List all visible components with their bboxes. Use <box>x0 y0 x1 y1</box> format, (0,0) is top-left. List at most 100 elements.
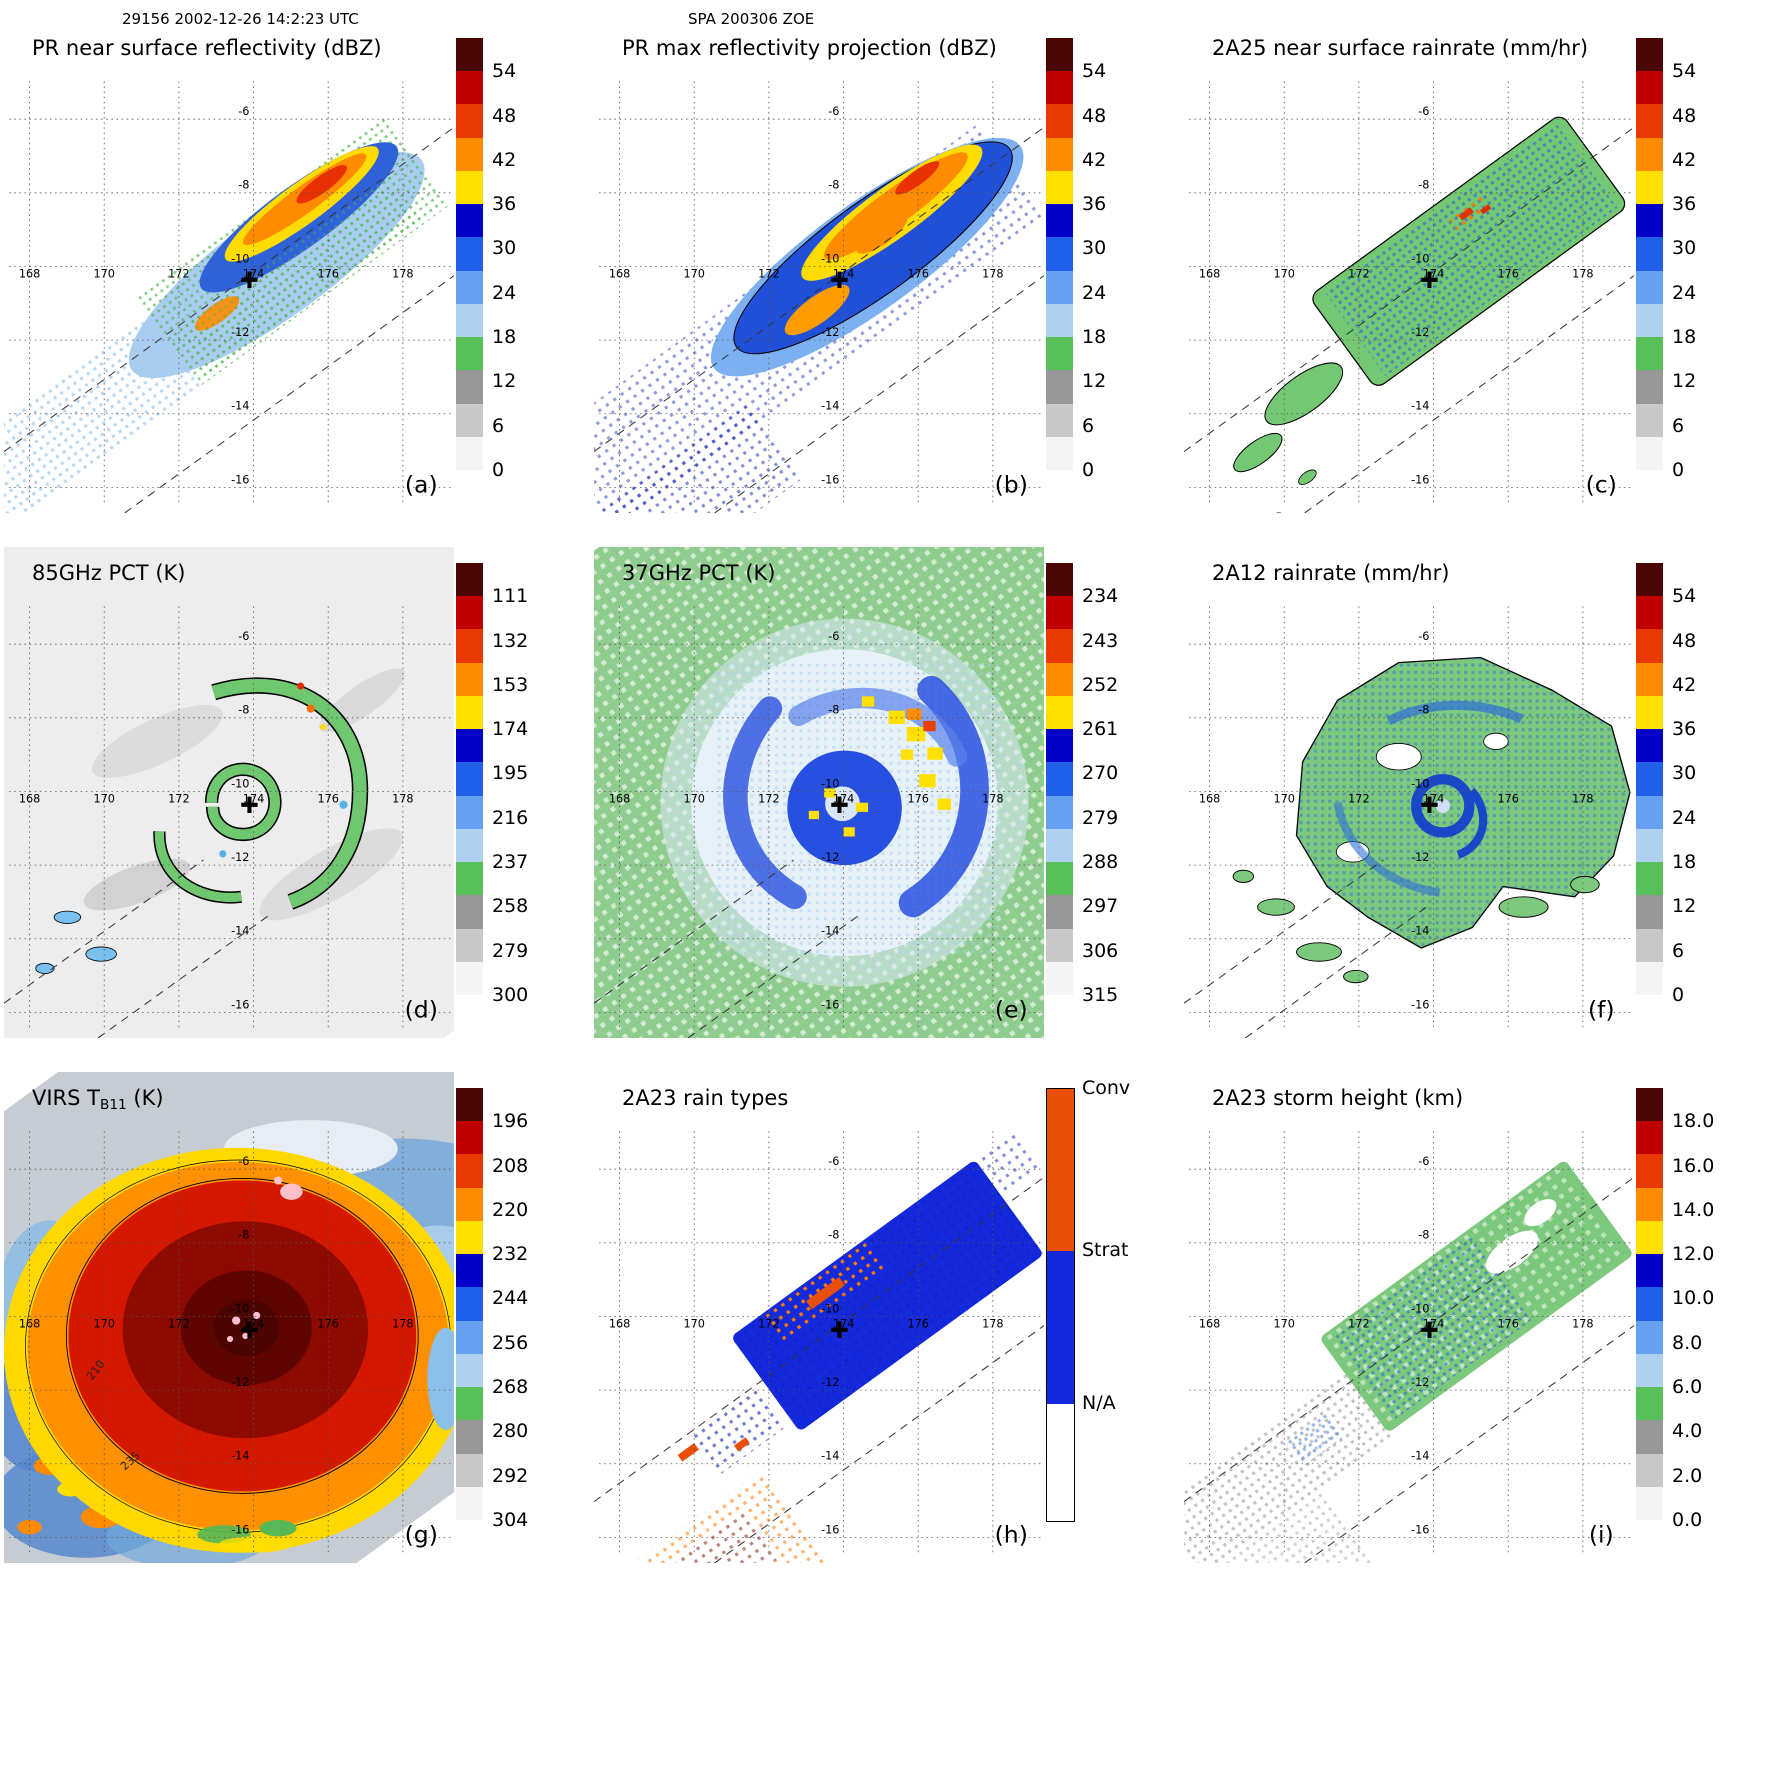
latitude-label: -16 <box>821 473 839 486</box>
cold-speck <box>85 946 117 962</box>
panel-d-colorbar: 111 132 153 174 195 216 237 258 279 300 <box>456 563 588 1025</box>
cloud-wisp <box>91 704 223 778</box>
longitude-label: 172 <box>758 268 779 281</box>
latitude-label: -12 <box>1411 851 1429 864</box>
grid-lines <box>599 606 1041 1028</box>
colorbar-segment <box>456 895 483 929</box>
latitude-label: -14 <box>231 925 249 938</box>
colorbar-segment <box>1636 729 1663 763</box>
colorbar-tick-label: 48 <box>1672 629 1697 652</box>
panel-a: PR near surface reflectivity (dBZ) 168 17… <box>4 22 594 547</box>
pr-swath-data <box>1184 1161 1632 1563</box>
colorbar-segment <box>1046 370 1073 404</box>
grid-lines <box>599 1131 1041 1553</box>
colorbar-segment <box>456 1220 483 1255</box>
colorbar <box>456 38 483 471</box>
latitude-label: -12 <box>231 851 249 864</box>
swath-edge-line <box>1184 126 1634 453</box>
storm-center-marker <box>831 796 848 813</box>
colorbar-tick-label: 279 <box>1082 806 1119 829</box>
colorbar-segment <box>456 662 483 696</box>
colorbar-tick-label: 54 <box>492 60 517 83</box>
colorbar-segment <box>1046 961 1073 996</box>
colorbar-segment <box>1046 237 1073 271</box>
longitude-label: 176 <box>1497 1318 1518 1331</box>
panel-c-map: 168 170 172 174 176 178-6-8-10-12-14-16 (c) <box>1184 81 1634 513</box>
latitude-label: -14 <box>1411 1450 1429 1463</box>
colorbar-segment <box>456 370 483 404</box>
colorbar-tick-label: 268 <box>492 1376 529 1399</box>
colorbar-tick-label: 30 <box>1672 237 1697 260</box>
colorbar-tick-label: 24 <box>492 281 517 304</box>
panel-b: PR max reflectivity projection (dBZ) 168… <box>594 22 1184 547</box>
colorbar-segment <box>456 828 483 863</box>
colorbar-tick-label: 48 <box>492 104 517 127</box>
colorbar <box>1046 38 1073 471</box>
colorbar-segment <box>1636 270 1663 304</box>
rainband-spiral <box>723 675 989 918</box>
colorbar-tick-label: 252 <box>1082 673 1119 696</box>
axis-labels: 168 170 172 174 176 178-6-8-10-12-14-16 <box>19 630 414 1011</box>
longitude-label: 168 <box>19 268 40 281</box>
longitude-label: 172 <box>168 793 189 806</box>
latitude-label: -16 <box>1411 473 1429 486</box>
cold-speck <box>53 910 82 924</box>
colorbar-ticks: 111 132 153 174 195 216 237 258 279 300 <box>492 563 582 1006</box>
latitude-label: -12 <box>821 326 839 339</box>
storm-center-marker <box>241 1321 258 1338</box>
colorbar-segment <box>456 303 483 338</box>
storm-center-marker <box>1421 1321 1438 1338</box>
colorbar-segment <box>1046 204 1073 238</box>
colorbar-tick-label: 6 <box>1672 414 1685 437</box>
colorbar-tick-label: 10.0 <box>1672 1287 1715 1310</box>
panel-h-colorbar: Conv Strat N/A <box>1046 1077 1178 1550</box>
colorbar-tick-label: 12 <box>1082 370 1107 393</box>
colorbar-tick-label: 18 <box>1672 851 1697 874</box>
panel-b-map: 168 170 172 174 176 178-6-8-10-12-14-16 (b) <box>594 81 1044 513</box>
longitude-label: 168 <box>609 1318 630 1331</box>
colorbar-segment <box>1047 1404 1074 1521</box>
colorbar-tick-label: Strat <box>1082 1239 1129 1261</box>
panel-g-colorbar: 196 208 220 232 244 256 268 280 292 304 <box>456 1088 588 1550</box>
colorbar-segment <box>456 1420 483 1454</box>
colorbar-segment <box>1636 104 1663 138</box>
grid-lines <box>599 81 1041 503</box>
colorbar-ticks: 234 243 252 261 270 279 288 297 306 315 <box>1082 563 1172 1006</box>
colorbar <box>1636 38 1663 471</box>
axis-labels: 168 170 172 174 176 178-6-8-10-12-14-16 <box>1199 630 1594 1011</box>
colorbar-segment <box>456 695 483 730</box>
colorbar-segment <box>456 1486 483 1521</box>
storm-center-marker <box>241 796 258 813</box>
colorbar-tick-label: 232 <box>492 1243 529 1266</box>
colorbar-segment <box>456 38 483 72</box>
colorbar-segment <box>456 337 483 371</box>
longitude-label: 168 <box>609 793 630 806</box>
colorbar-segment <box>1046 337 1073 371</box>
panel-c-colorbar: 54 48 42 36 30 24 18 12 6 0 <box>1636 38 1768 500</box>
colorbar <box>1046 563 1073 996</box>
latitude-label: -8 <box>1418 179 1429 192</box>
colorbar-ticks: 18.0 16.0 14.0 12.0 10.0 8.0 6.0 4.0 2.0 0.0 <box>1672 1088 1762 1531</box>
colorbar-segment <box>456 204 483 238</box>
colorbar-tick-label: 244 <box>492 1287 529 1310</box>
colorbar-segment <box>1636 828 1663 863</box>
colorbar-tick-label: 36 <box>1082 193 1107 216</box>
longitude-label: 170 <box>1273 793 1294 806</box>
colorbar-segment <box>1046 563 1073 597</box>
swath-edge-line <box>4 859 204 1004</box>
colorbar-tick-label: 208 <box>492 1154 529 1177</box>
colorbar-tick-label: 12.0 <box>1672 1243 1715 1266</box>
colorbar-tick-label: 280 <box>492 1420 529 1443</box>
colorbar-segment <box>456 436 483 471</box>
panel-d: 85GHz PCT (K) <box>4 547 594 1072</box>
longitude-label: 168 <box>19 1318 40 1331</box>
colorbar-segment <box>1636 170 1663 205</box>
colorbar-segment <box>1636 762 1663 796</box>
axis-labels: 168 170 172 174 176 178-6-8-10-12-14-16 <box>19 105 414 486</box>
colorbar-segment <box>1636 237 1663 271</box>
colorbar-tick-label: 297 <box>1082 895 1119 918</box>
colorbar-segment <box>456 1453 483 1487</box>
longitude-label: 178 <box>1572 1318 1593 1331</box>
latitude-label: -8 <box>1418 1229 1429 1242</box>
swath-edge-line <box>594 126 1044 453</box>
